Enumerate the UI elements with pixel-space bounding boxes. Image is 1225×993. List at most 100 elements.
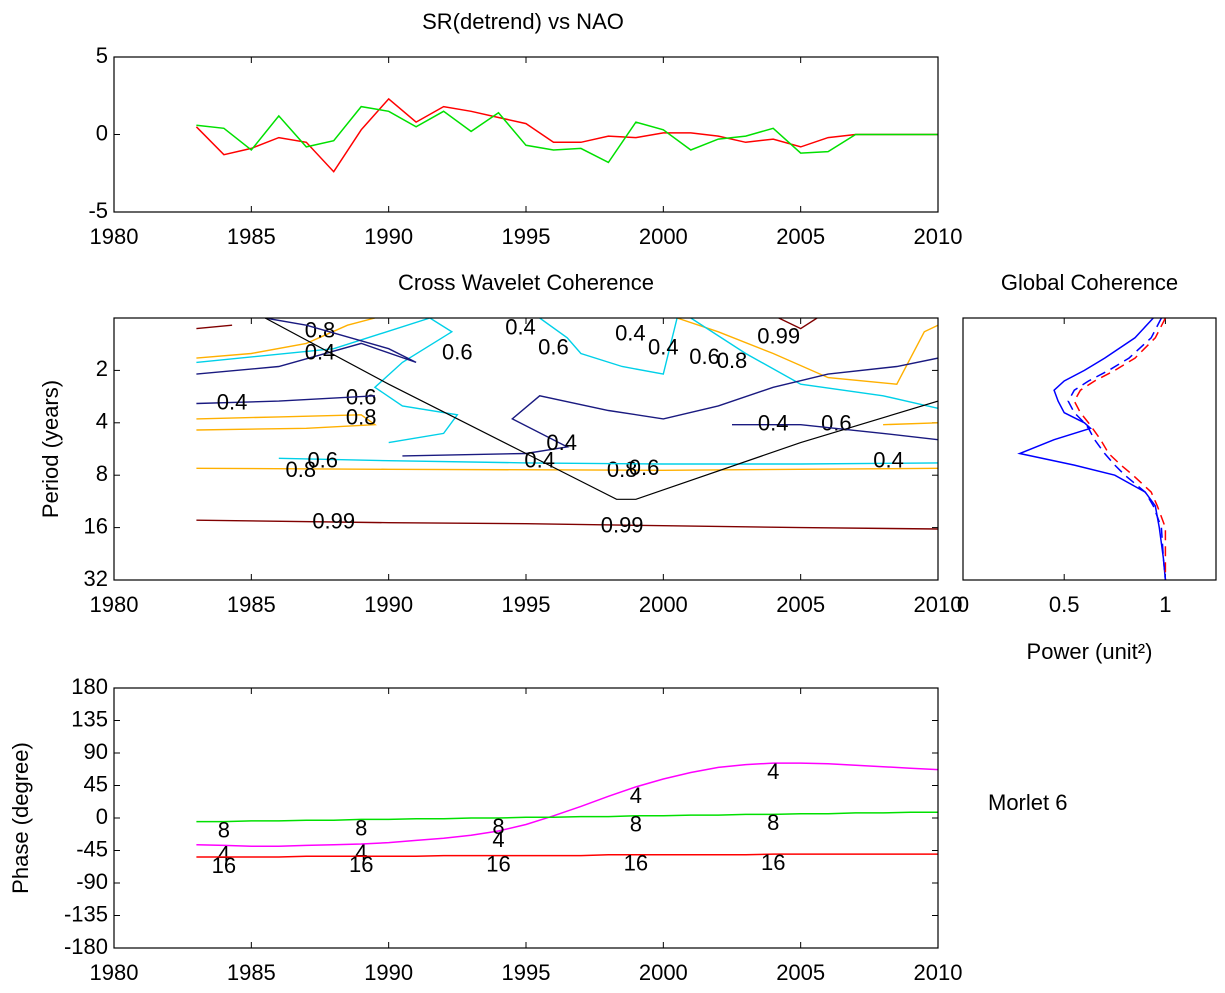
x-tick-label: 1995: [502, 224, 551, 249]
x-tick-label: 1985: [227, 960, 276, 985]
contour-label: 0.4: [615, 321, 646, 346]
contour-label: 0.6: [689, 344, 720, 369]
x-tick-label: 2005: [776, 960, 825, 985]
contour-line: [196, 318, 459, 444]
x-tick-label: 1: [1159, 592, 1171, 617]
y-tick-label: 16: [84, 513, 108, 538]
contour-label: 0.4: [648, 334, 679, 359]
y-tick-label: 0: [96, 120, 108, 145]
contour-line: [196, 519, 938, 530]
y-tick-label: 8: [96, 461, 108, 486]
contour-line: [278, 457, 938, 465]
x-tick-label: 2010: [914, 960, 963, 985]
contour-label: 0.8: [285, 457, 316, 482]
line-label: 8: [630, 812, 642, 837]
contour-label: 0.6: [538, 334, 569, 359]
line-label: 16: [349, 852, 373, 877]
x-tick-label: 0.5: [1049, 592, 1080, 617]
y-tick-label: 32: [84, 566, 108, 591]
line-label: 4: [630, 783, 642, 808]
contour-line: [196, 395, 375, 405]
x-tick-label: 1990: [364, 960, 413, 985]
contour-label: 0.99: [312, 509, 355, 534]
x-tick-label: 1980: [90, 224, 139, 249]
contour-line: [883, 422, 938, 426]
line-label: 4: [767, 759, 779, 784]
data-line: [196, 811, 938, 823]
contour-line: [402, 357, 938, 457]
data-line: [196, 853, 938, 858]
chart-title: Cross Wavelet Coherence: [398, 270, 654, 295]
data-line: [196, 105, 938, 164]
x-tick-label: 2010: [914, 592, 963, 617]
y-tick-label: -135: [64, 901, 108, 926]
y-tick-label: 45: [84, 771, 108, 796]
y-tick-label: -45: [76, 836, 108, 861]
contour-label: 0.8: [346, 405, 377, 430]
plot-frame: [962, 317, 1217, 581]
line-label: 8: [355, 815, 367, 840]
y-tick-label: -90: [76, 869, 108, 894]
y-tick-label: -5: [88, 198, 108, 223]
x-axis-label: Power (unit²): [1027, 639, 1153, 664]
contour-label: 0.6: [442, 339, 473, 364]
contour-label: 0.4: [873, 448, 904, 473]
x-tick-label: 1995: [502, 592, 551, 617]
line-label: 16: [761, 850, 785, 875]
chart-title: SR(detrend) vs NAO: [422, 9, 624, 34]
x-tick-label: 2000: [639, 224, 688, 249]
data-line: [196, 762, 938, 847]
y-axis-label: Phase (degree): [8, 742, 33, 894]
data-line: [195, 97, 938, 173]
y-tick-label: 5: [96, 43, 108, 68]
profile-line: [1073, 318, 1167, 580]
x-tick-label: 1980: [90, 592, 139, 617]
annotation: Morlet 6: [988, 790, 1067, 815]
line-label: 16: [486, 851, 510, 876]
line-label: 8: [492, 814, 504, 839]
contour-label: 0.8: [717, 348, 748, 373]
plot-frame: [113, 687, 939, 949]
x-tick-label: 2005: [776, 224, 825, 249]
x-tick-label: 2005: [776, 592, 825, 617]
contour-label: 0.8: [607, 457, 638, 482]
contour-line: [196, 414, 377, 431]
line-label: 16: [624, 851, 648, 876]
contour-line: [196, 467, 938, 472]
line-label: 8: [767, 810, 779, 835]
contour-label: 0.6: [629, 455, 660, 480]
contour-line: [539, 318, 678, 375]
contour-label: 0.99: [601, 512, 644, 537]
x-tick-label: 1985: [227, 224, 276, 249]
chart-title: Global Coherence: [1001, 270, 1178, 295]
x-tick-label: 1990: [364, 592, 413, 617]
x-tick-label: 0: [957, 592, 969, 617]
x-tick-label: 1985: [227, 592, 276, 617]
line-label: 8: [218, 817, 230, 842]
profile-line: [1067, 318, 1167, 580]
line-label: 16: [212, 853, 236, 878]
contour-line: [676, 318, 938, 385]
contour-label: 0.4: [546, 430, 577, 455]
contour-line: [690, 318, 938, 409]
line-label: 4: [355, 840, 367, 865]
contour-label: 0.8: [305, 318, 336, 343]
contour-line: [196, 318, 417, 375]
contour-label: 0.4: [758, 410, 789, 435]
contour-label: 0.4: [305, 339, 336, 364]
y-tick-label: 4: [96, 409, 108, 434]
y-tick-label: 0: [96, 804, 108, 829]
contour-line: [196, 318, 376, 359]
contour-line: [778, 318, 818, 330]
plot-frame: [113, 317, 939, 581]
x-tick-label: 2000: [639, 960, 688, 985]
plot-frame: [113, 56, 939, 213]
y-tick-label: 2: [96, 356, 108, 381]
x-tick-label: 2000: [639, 592, 688, 617]
contour-label: 0.6: [307, 448, 338, 473]
y-tick-label: -180: [64, 934, 108, 959]
line-label: 4: [218, 841, 230, 866]
profile-line: [1017, 318, 1167, 580]
x-tick-label: 1995: [502, 960, 551, 985]
contour-line: [196, 324, 233, 330]
